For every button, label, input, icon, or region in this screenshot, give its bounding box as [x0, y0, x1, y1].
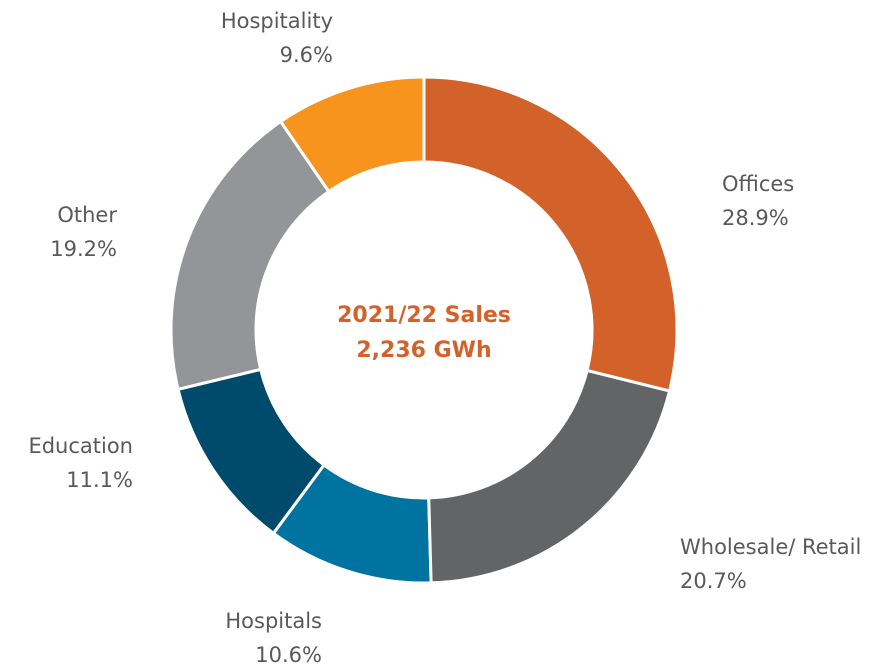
slice-value-label: 20.7%: [680, 569, 747, 593]
donut-slice: [422, 75, 679, 393]
slice-label: Wholesale/ Retail: [680, 535, 861, 559]
center-title: 2021/22 Sales: [337, 303, 511, 328]
slice-value-label: 9.6%: [280, 43, 333, 67]
slice-label: Other: [57, 203, 117, 227]
center-total: 2,236 GWh: [356, 338, 491, 363]
slice-label: Hospitals: [225, 609, 322, 633]
slice-label: Offices: [722, 172, 794, 196]
slice-label: Hospitality: [221, 9, 333, 33]
donut-slice: [271, 462, 433, 585]
slice-value-label: 10.6%: [255, 643, 322, 667]
donut-slice: [176, 367, 327, 536]
slice-value-label: 28.9%: [722, 206, 789, 230]
donut-slice: [427, 368, 672, 585]
donut-slice: [169, 119, 331, 392]
slice-value-label: 11.1%: [66, 468, 133, 492]
slice-value-label: 19.2%: [50, 237, 117, 261]
slice-label: Education: [28, 434, 133, 458]
